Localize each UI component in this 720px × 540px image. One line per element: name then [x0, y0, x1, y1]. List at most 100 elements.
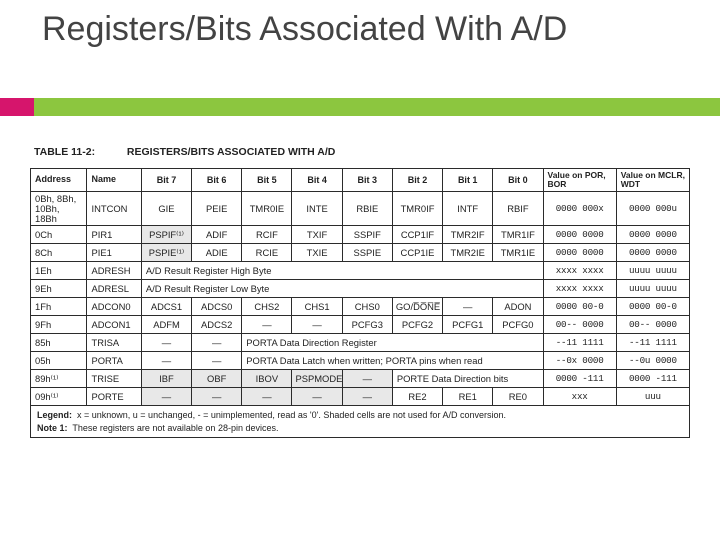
- col-b4: Bit 4: [292, 169, 342, 192]
- cell-b7: PSPIF⁽¹⁾: [141, 226, 191, 244]
- col-b6: Bit 6: [192, 169, 242, 192]
- cell-b2: PCFG2: [392, 316, 442, 334]
- table-footer: Legend: x = unknown, u = unchanged, - = …: [30, 406, 690, 437]
- cell-b2: CCP1IF: [392, 226, 442, 244]
- table-caption-text: REGISTERS/BITS ASSOCIATED WITH A/D: [127, 146, 335, 158]
- cell-span: PORTA Data Direction Register: [242, 334, 543, 352]
- cell-b1: RE1: [443, 388, 493, 406]
- cell-vmclr: 0000 0000: [616, 244, 689, 262]
- cell-b7: IBF: [141, 370, 191, 388]
- col-vpor: Value on POR, BOR: [543, 169, 616, 192]
- cell-b0: TMR1IE: [493, 244, 543, 262]
- cell-b6: —: [192, 352, 242, 370]
- cell-addr: 1Eh: [31, 262, 87, 280]
- cell-b2: CCP1IE: [392, 244, 442, 262]
- cell-vpor: xxx: [543, 388, 616, 406]
- table-row: 0Bh, 8Bh, 10Bh, 18BhINTCONGIEPEIETMR0IEI…: [31, 191, 690, 226]
- cell-b3: CHS0: [342, 298, 392, 316]
- note-label: Note 1:: [37, 423, 68, 433]
- cell-vmclr: 0000 -111: [616, 370, 689, 388]
- cell-b4: —: [292, 388, 342, 406]
- cell-vpor: 0000 -111: [543, 370, 616, 388]
- cell-name: TRISE: [87, 370, 141, 388]
- cell-b4: CHS1: [292, 298, 342, 316]
- cell-b5: TMR0IE: [242, 191, 292, 226]
- cell-span: PORTE Data Direction bits: [392, 370, 543, 388]
- cell-vpor: 0000 0000: [543, 226, 616, 244]
- cell-vmclr: 0000 000u: [616, 191, 689, 226]
- cell-b4: PSPMODE: [292, 370, 342, 388]
- cell-b2: GO/D̅O̅N̅E̅: [392, 298, 442, 316]
- col-addr: Address: [31, 169, 87, 192]
- cell-b4: TXIF: [292, 226, 342, 244]
- cell-addr: 0Ch: [31, 226, 87, 244]
- cell-vmclr: uuuu uuuu: [616, 262, 689, 280]
- cell-name: PIE1: [87, 244, 141, 262]
- cell-b7: —: [141, 352, 191, 370]
- cell-name: PORTA: [87, 352, 141, 370]
- col-b7: Bit 7: [141, 169, 191, 192]
- cell-b7: —: [141, 388, 191, 406]
- table-caption: TABLE 11-2: REGISTERS/BITS ASSOCIATED WI…: [30, 146, 690, 158]
- cell-b6: —: [192, 334, 242, 352]
- cell-b3: SSPIE: [342, 244, 392, 262]
- cell-b5: —: [242, 316, 292, 334]
- cell-b5: CHS2: [242, 298, 292, 316]
- cell-b0: TMR1IF: [493, 226, 543, 244]
- cell-name: TRISA: [87, 334, 141, 352]
- cell-b5: RCIE: [242, 244, 292, 262]
- cell-b6: —: [192, 388, 242, 406]
- cell-b3: SSPIF: [342, 226, 392, 244]
- cell-vpor: --11 1111: [543, 334, 616, 352]
- cell-vmclr: --0u 0000: [616, 352, 689, 370]
- cell-name: ADRESL: [87, 280, 141, 298]
- table-row: 05hPORTA——PORTA Data Latch when written;…: [31, 352, 690, 370]
- cell-b6: ADIF: [192, 226, 242, 244]
- cell-addr: 85h: [31, 334, 87, 352]
- cell-vpor: xxxx xxxx: [543, 280, 616, 298]
- title-underline: [0, 98, 720, 116]
- cell-b1: PCFG1: [443, 316, 493, 334]
- cell-b7: GIE: [141, 191, 191, 226]
- header-row: AddressNameBit 7Bit 6Bit 5Bit 4Bit 3Bit …: [31, 169, 690, 192]
- table-row: 8ChPIE1PSPIE⁽¹⁾ADIERCIETXIESSPIECCP1IETM…: [31, 244, 690, 262]
- col-b0: Bit 0: [493, 169, 543, 192]
- cell-addr: 89h⁽¹⁾: [31, 370, 87, 388]
- col-b5: Bit 5: [242, 169, 292, 192]
- cell-b1: —: [443, 298, 493, 316]
- cell-vpor: 00-- 0000: [543, 316, 616, 334]
- register-table: AddressNameBit 7Bit 6Bit 5Bit 4Bit 3Bit …: [30, 168, 690, 406]
- cell-b7: PSPIE⁽¹⁾: [141, 244, 191, 262]
- col-b2: Bit 2: [392, 169, 442, 192]
- cell-b4: TXIE: [292, 244, 342, 262]
- col-name: Name: [87, 169, 141, 192]
- cell-b6: ADCS2: [192, 316, 242, 334]
- cell-b5: RCIF: [242, 226, 292, 244]
- cell-addr: 0Bh, 8Bh, 10Bh, 18Bh: [31, 191, 87, 226]
- cell-b4: INTE: [292, 191, 342, 226]
- cell-b3: RBIE: [342, 191, 392, 226]
- page-title: Registers/Bits Associated With A/D: [0, 0, 720, 49]
- cell-name: PIR1: [87, 226, 141, 244]
- cell-b2: TMR0IF: [392, 191, 442, 226]
- cell-vpor: 0000 0000: [543, 244, 616, 262]
- cell-span: A/D Result Register High Byte: [141, 262, 543, 280]
- cell-b1: TMR2IE: [443, 244, 493, 262]
- table-number: TABLE 11-2:: [34, 146, 124, 158]
- cell-vmclr: 00-- 0000: [616, 316, 689, 334]
- cell-b6: PEIE: [192, 191, 242, 226]
- legend-text: x = unknown, u = unchanged, - = unimplem…: [77, 410, 506, 420]
- cell-b4: —: [292, 316, 342, 334]
- table-row: 1EhADRESHA/D Result Register High Bytexx…: [31, 262, 690, 280]
- cell-vmclr: 0000 0000: [616, 226, 689, 244]
- cell-b7: ADCS1: [141, 298, 191, 316]
- note-text: These registers are not available on 28-…: [72, 423, 278, 433]
- cell-vmclr: --11 1111: [616, 334, 689, 352]
- cell-vmclr: uuu: [616, 388, 689, 406]
- cell-b1: TMR2IF: [443, 226, 493, 244]
- cell-b0: RBIF: [493, 191, 543, 226]
- cell-b3: PCFG3: [342, 316, 392, 334]
- cell-b0: ADON: [493, 298, 543, 316]
- cell-addr: 8Ch: [31, 244, 87, 262]
- cell-b1: INTF: [443, 191, 493, 226]
